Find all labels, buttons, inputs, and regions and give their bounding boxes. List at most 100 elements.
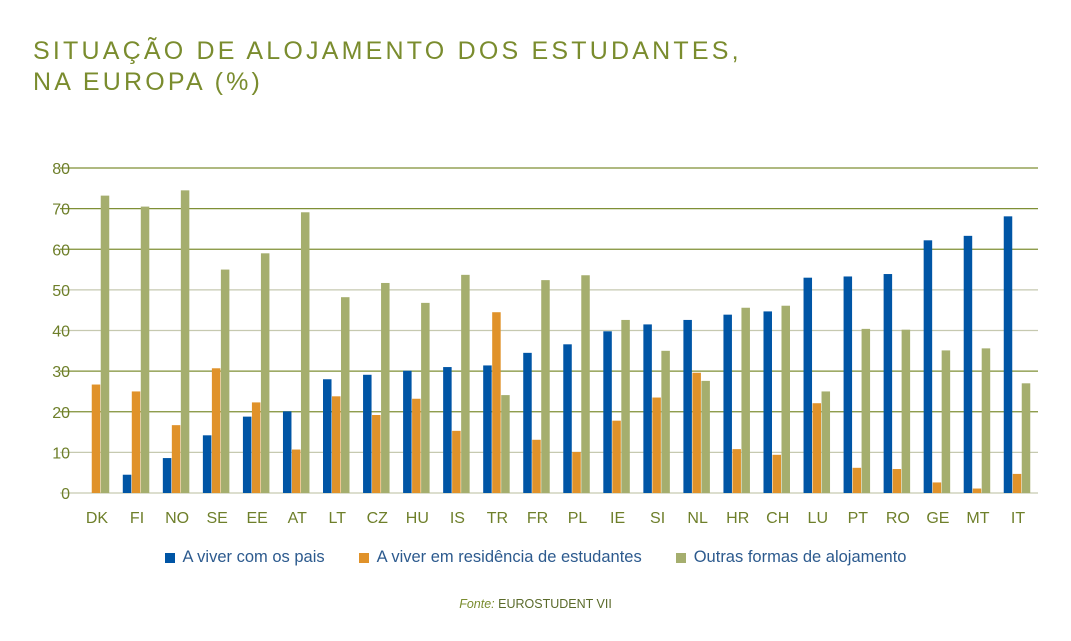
x-tick-label: FI (130, 510, 144, 527)
bar (452, 430, 461, 493)
x-tick-label: AT (288, 510, 307, 527)
source-label: Fonte: (459, 597, 495, 611)
bar (892, 469, 902, 493)
bar (171, 425, 181, 493)
bar (563, 344, 572, 493)
y-tick-label: 40 (52, 324, 70, 341)
bar (421, 302, 430, 493)
chart-title: SITUAÇÃO DE ALOJAMENTO DOS ESTUDANTES, N… (33, 36, 742, 98)
legend-item-other: Outras formas de alojamento (675, 548, 907, 567)
bar (781, 305, 790, 493)
y-tick-label: 30 (52, 364, 70, 381)
bar (772, 454, 781, 493)
legend: A viver com os pais A viver em residênci… (0, 548, 1071, 567)
bar (140, 206, 150, 493)
bar (701, 380, 710, 493)
bar (461, 274, 470, 493)
bar (981, 348, 991, 493)
x-tick-label: CZ (367, 510, 389, 527)
x-tick-label: NO (165, 510, 189, 527)
x-tick-label: LT (329, 510, 347, 527)
chart-title-line-1: SITUAÇÃO DE ALOJAMENTO DOS ESTUDANTES, (33, 37, 742, 65)
x-tick-label: SE (206, 510, 227, 527)
x-tick-label: PL (568, 510, 588, 527)
bar (282, 411, 292, 493)
bar (923, 240, 933, 493)
x-tick-label: IS (450, 510, 465, 527)
bar (220, 269, 230, 493)
y-tick-label: 60 (52, 242, 70, 259)
y-tick-label: 0 (61, 486, 70, 503)
bar (972, 488, 982, 493)
legend-item-residence: A viver em residência de estudantes (358, 548, 642, 567)
bar (523, 352, 532, 493)
legend-swatch (358, 552, 369, 563)
bar (381, 282, 390, 493)
bar (501, 395, 510, 493)
x-tick-label: NL (687, 510, 708, 527)
x-tick-label: CH (766, 510, 789, 527)
bar (412, 398, 421, 493)
bar (131, 391, 141, 493)
legend-label: Outras formas de alojamento (693, 548, 907, 566)
bar (532, 439, 541, 493)
y-tick-label: 80 (52, 161, 70, 178)
bar (763, 311, 772, 493)
bar (652, 397, 661, 493)
bar (180, 190, 190, 493)
bar (1021, 383, 1031, 493)
bar (202, 435, 212, 493)
bar (483, 365, 492, 493)
legend-swatch (164, 552, 175, 563)
x-tick-label: IT (1011, 510, 1025, 527)
x-tick-label: IE (610, 510, 625, 527)
legend-item-parents: A viver com os pais (164, 548, 325, 567)
bar (122, 474, 132, 493)
bar (91, 384, 101, 493)
x-tick-label: MT (966, 510, 989, 527)
x-tick-label: HR (726, 510, 749, 527)
bar (932, 482, 942, 493)
bar (683, 319, 692, 493)
bar (803, 277, 813, 493)
x-tick-label: RO (886, 510, 910, 527)
bar (1012, 473, 1022, 493)
bar (741, 307, 750, 493)
bar (812, 403, 822, 493)
bar (403, 370, 412, 493)
bar (242, 416, 252, 493)
bar (572, 451, 581, 493)
bar (723, 314, 732, 493)
x-tick-label: GE (926, 510, 949, 527)
x-tick-label: PT (848, 510, 869, 527)
bar (363, 374, 372, 493)
source-note: Fonte: EUROSTUDENT VII (0, 597, 1071, 611)
bar (692, 372, 701, 493)
bar (541, 280, 550, 493)
bar (732, 449, 741, 493)
bar (332, 396, 341, 493)
bar (260, 253, 270, 493)
chart-title-line-2: NA EUROPA (%) (33, 68, 264, 96)
bar (852, 467, 862, 493)
x-tick-label: DK (86, 510, 109, 527)
bar (1003, 216, 1013, 493)
bar (372, 415, 381, 493)
bar (861, 328, 871, 493)
x-tick-label: TR (487, 510, 508, 527)
bar (603, 331, 612, 493)
bar (323, 379, 332, 493)
y-tick-label: 50 (52, 283, 70, 300)
x-tick-label: LU (808, 510, 828, 527)
bar (621, 319, 630, 493)
bar (843, 276, 853, 493)
legend-label: A viver em residência de estudantes (376, 548, 642, 566)
bar (251, 402, 261, 493)
bar (901, 329, 911, 493)
bar (821, 391, 831, 493)
x-tick-label: SI (650, 510, 665, 527)
bar (963, 235, 973, 493)
bar (443, 367, 452, 493)
bar (661, 350, 670, 493)
bar (492, 312, 501, 493)
